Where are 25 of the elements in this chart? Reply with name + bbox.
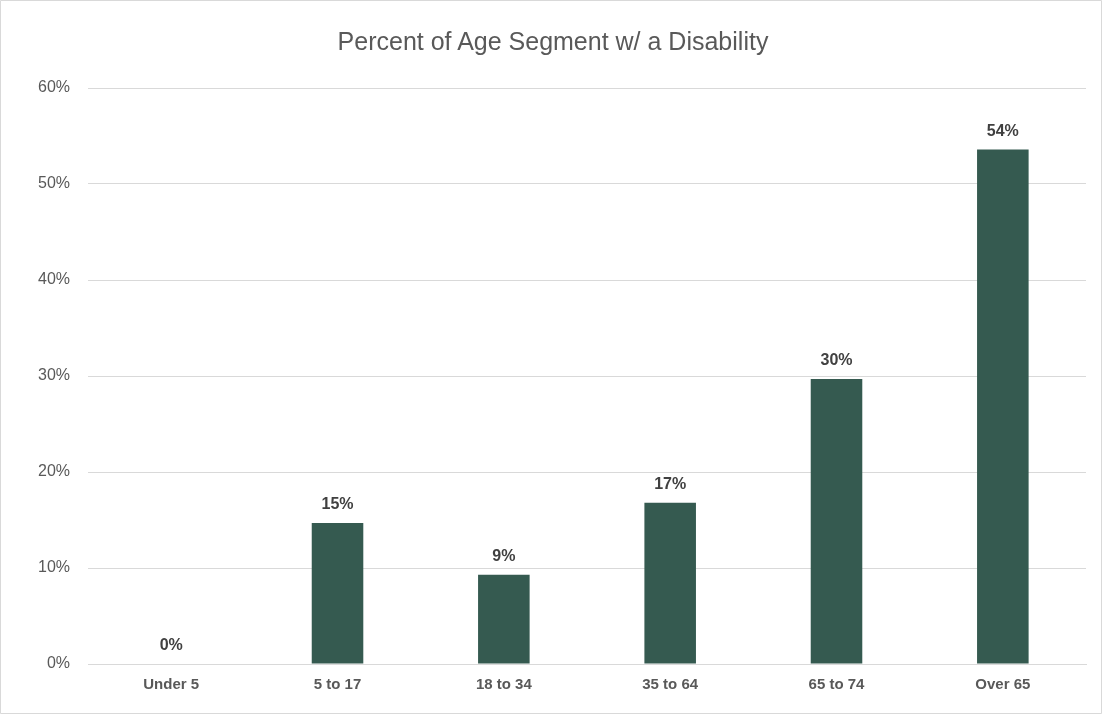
y-tick-label: 20% [37, 462, 71, 480]
data-label: 54% [986, 121, 1019, 139]
y-tick-label: 40% [37, 270, 71, 288]
x-tick-label: Over 65 [975, 675, 1031, 693]
data-label: 0% [159, 636, 183, 654]
y-tick-label: 60% [37, 78, 71, 96]
bar [644, 502, 696, 664]
data-label: 15% [321, 495, 354, 513]
bar [977, 149, 1029, 664]
bar [810, 378, 863, 664]
y-tick-label: 30% [37, 366, 71, 384]
y-tick-label: 0% [46, 654, 71, 672]
data-label: 17% [654, 475, 687, 493]
data-label: 9% [492, 547, 516, 565]
bar [311, 522, 364, 664]
chart-title: Percent of Age Segment w/ a Disability [337, 26, 769, 55]
y-tick-label: 50% [37, 174, 71, 192]
x-tick-label: Under 5 [143, 675, 200, 693]
x-tick-label: 5 to 17 [313, 675, 362, 693]
x-tick-label: 18 to 34 [475, 675, 533, 693]
data-label: 30% [820, 351, 853, 369]
x-tick-label: 35 to 64 [642, 675, 699, 693]
y-tick-label: 10% [37, 558, 71, 576]
bar [478, 574, 530, 664]
x-tick-label: 65 to 74 [808, 675, 866, 693]
